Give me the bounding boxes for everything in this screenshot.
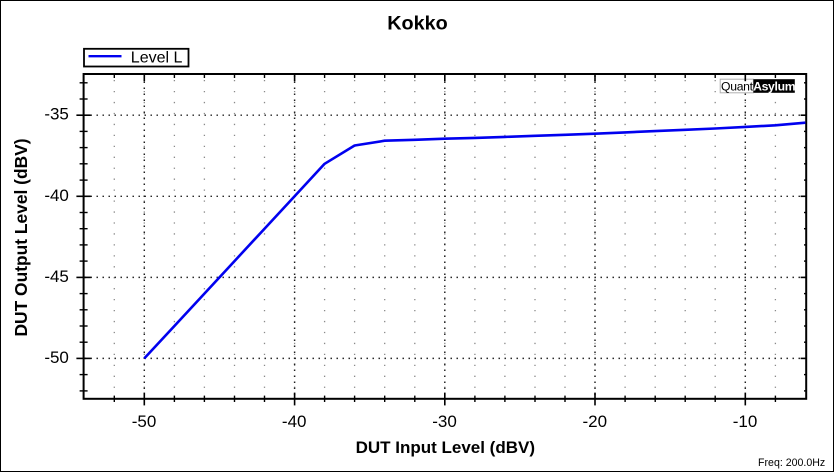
svg-text:Freq: 200.0Hz: Freq: 200.0Hz xyxy=(758,457,825,469)
svg-text:-45: -45 xyxy=(44,267,69,286)
svg-text:DUT Input Level (dBV): DUT Input Level (dBV) xyxy=(356,438,535,457)
svg-text:-30: -30 xyxy=(432,412,457,431)
svg-text:Quant: Quant xyxy=(721,79,754,93)
svg-text:Level L: Level L xyxy=(131,50,183,67)
svg-text:-40: -40 xyxy=(44,186,69,205)
svg-text:-50: -50 xyxy=(44,348,69,367)
svg-text:Asylum: Asylum xyxy=(753,79,796,93)
svg-text:-40: -40 xyxy=(282,412,307,431)
svg-text:-35: -35 xyxy=(44,105,69,124)
svg-text:-50: -50 xyxy=(132,412,157,431)
svg-text:-20: -20 xyxy=(583,412,608,431)
svg-text:Kokko: Kokko xyxy=(387,13,447,35)
svg-text:DUT Output Level (dBV): DUT Output Level (dBV) xyxy=(11,138,31,336)
svg-text:-10: -10 xyxy=(733,412,758,431)
